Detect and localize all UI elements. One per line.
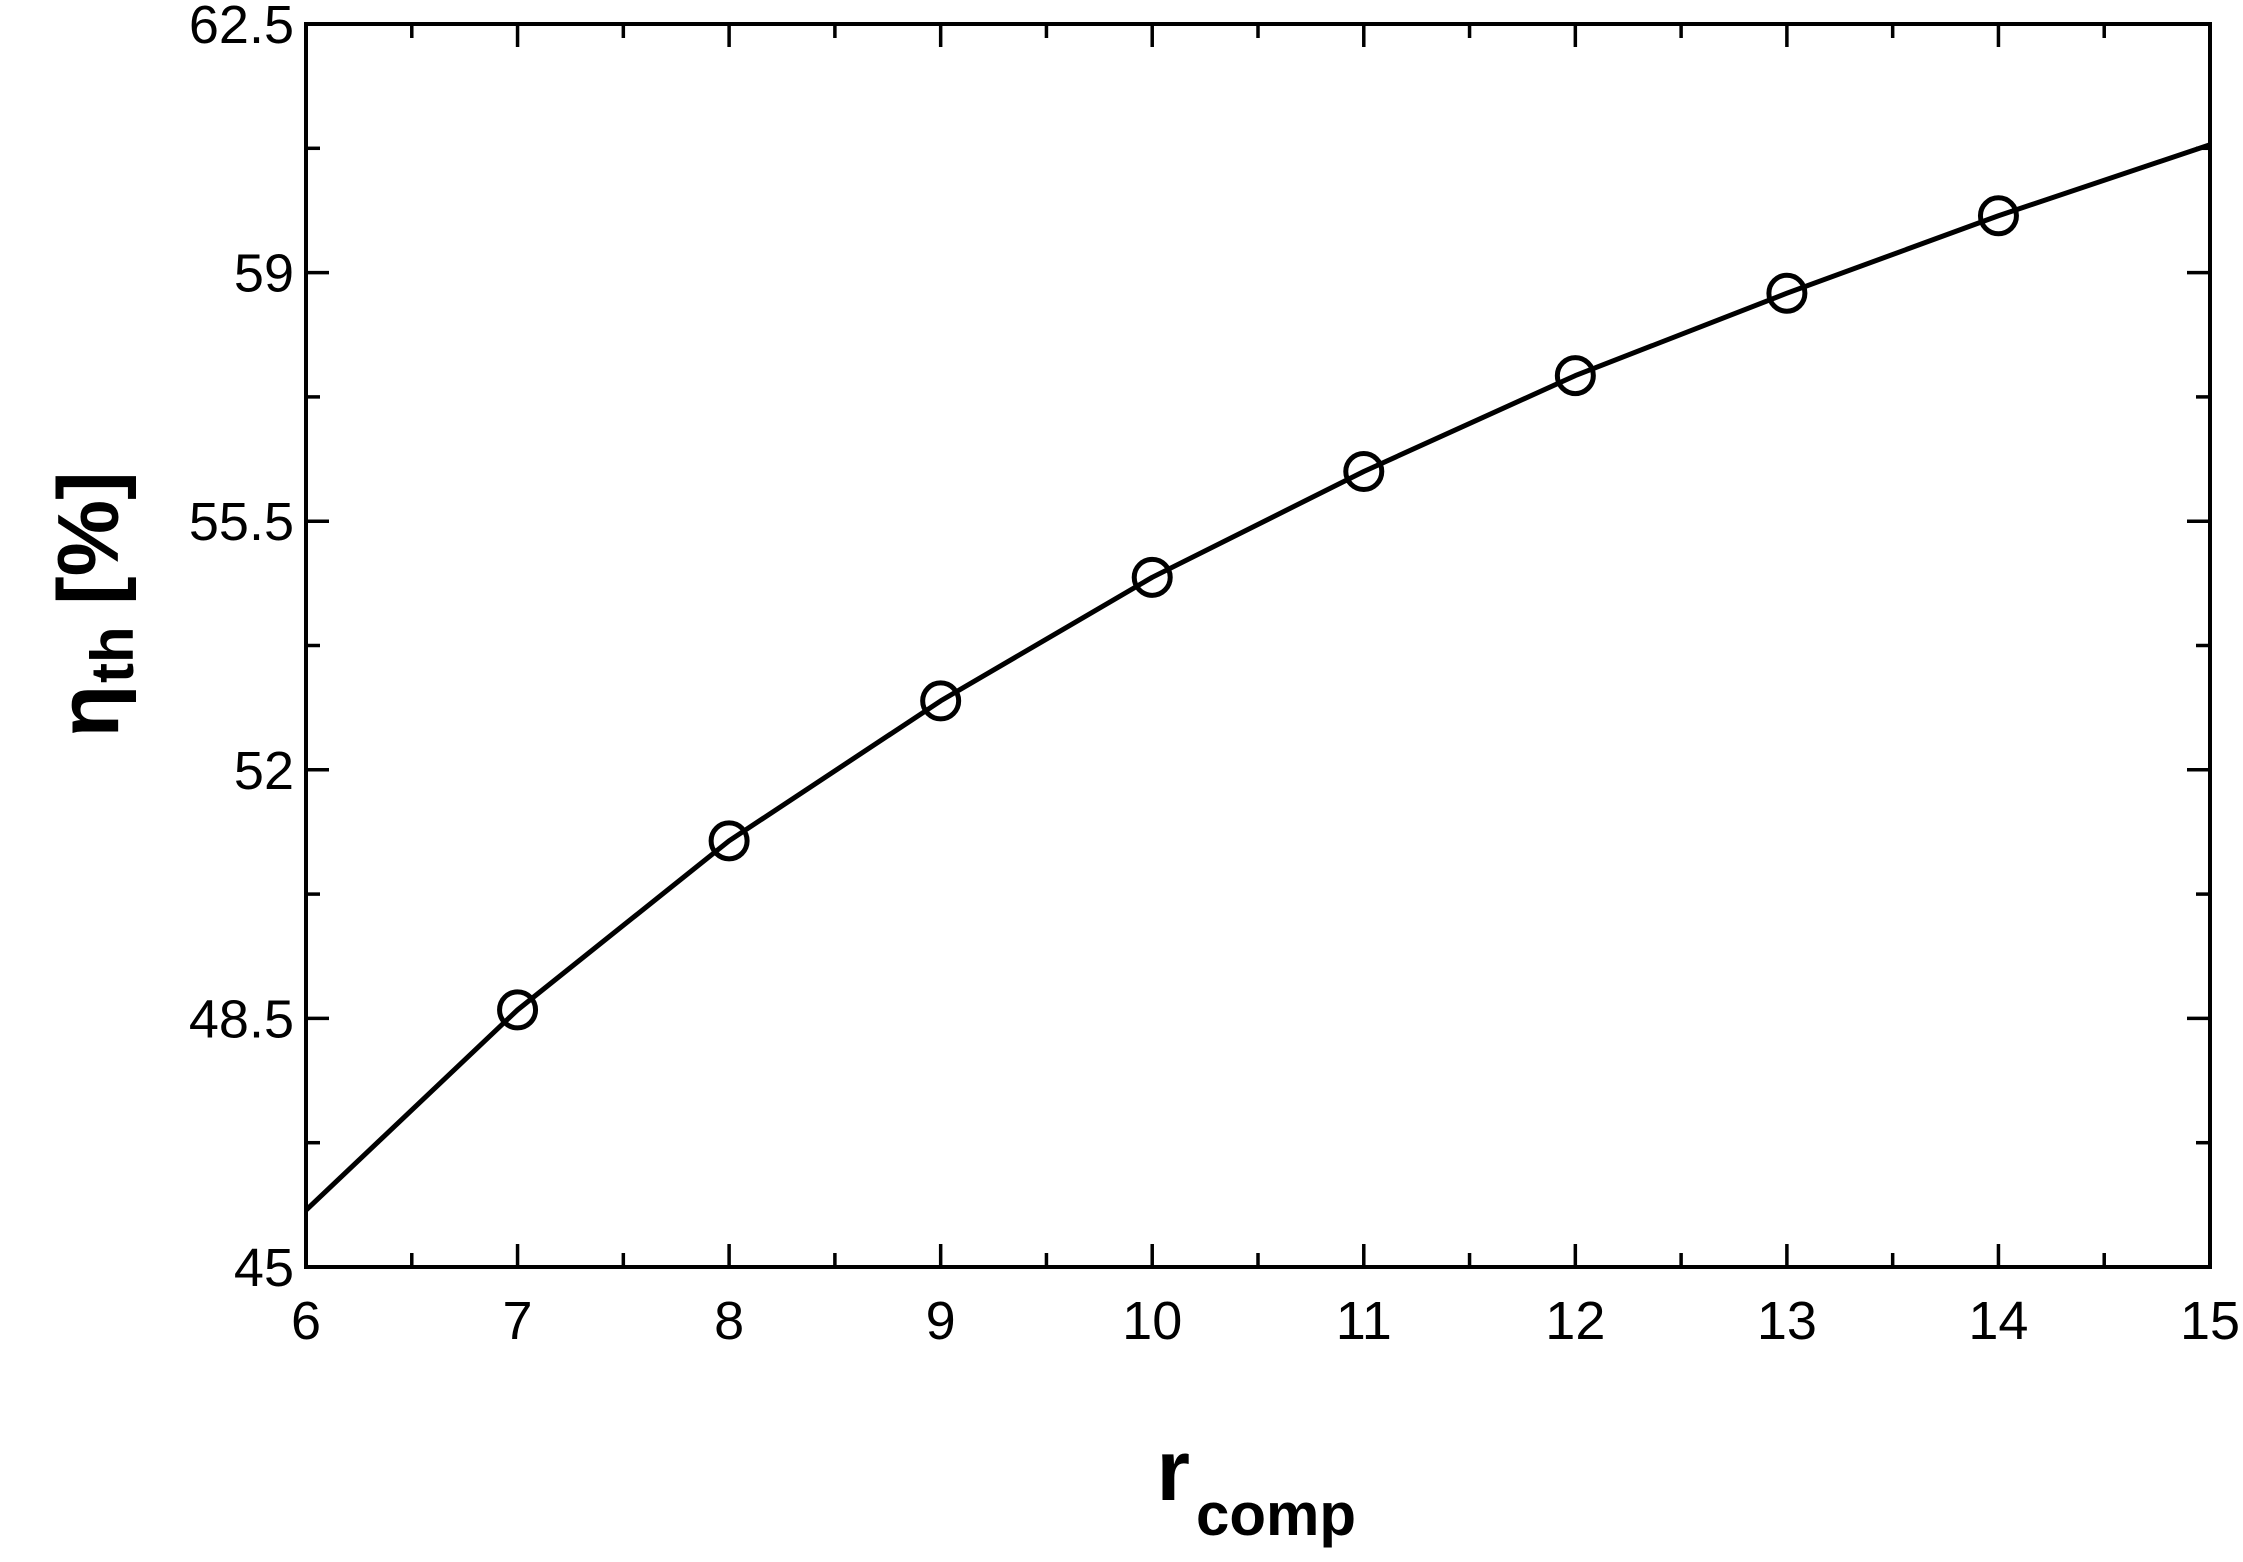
data-point	[1766, 272, 1808, 314]
data-point	[1977, 195, 2019, 237]
x-tick-label: 13	[1757, 1291, 1817, 1351]
x-tick-label: 14	[1968, 1291, 2028, 1351]
y-tick-label: 59	[234, 244, 294, 304]
x-tick-label: 10	[1122, 1291, 1182, 1351]
data-line	[304, 142, 2211, 1212]
y-axis-label-subscript: th	[79, 626, 146, 683]
x-tick-label: 12	[1545, 1291, 1605, 1351]
data-point	[1554, 355, 1596, 397]
data-point	[497, 989, 539, 1031]
x-tick-label: 11	[1336, 1291, 1392, 1351]
y-tick-label: 62.5	[189, 0, 294, 55]
x-tick-label: 7	[503, 1291, 533, 1351]
x-axis-label: r	[1157, 1423, 1190, 1519]
y-tick-label: 52	[234, 741, 294, 801]
plot-frame	[304, 22, 2212, 1269]
x-axis-label-subscript: comp	[1196, 1481, 1356, 1548]
x-tick-label: 6	[291, 1291, 321, 1351]
x-tick-label: 15	[2180, 1291, 2240, 1351]
x-tick-label: 8	[714, 1291, 744, 1351]
data-point	[1131, 556, 1173, 598]
data-point	[920, 680, 962, 722]
y-axis-label: η th [%]	[41, 471, 146, 737]
y-tick-label: 48.5	[189, 989, 294, 1049]
y-axis-label-symbol: η	[41, 685, 137, 738]
y-axis-label-unit: [%]	[41, 471, 137, 605]
y-tick-label: 55.5	[189, 492, 294, 552]
x-tick-label: 9	[926, 1291, 956, 1351]
y-tick-label: 45	[234, 1238, 294, 1298]
data-point	[1343, 450, 1385, 492]
data-point	[708, 820, 750, 862]
